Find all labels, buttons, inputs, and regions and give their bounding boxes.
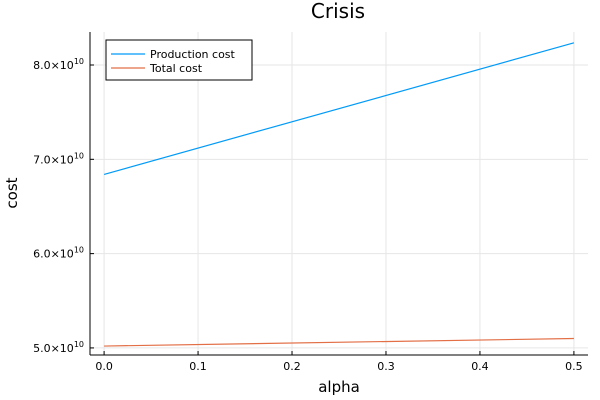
legend: Production cost Total cost <box>105 39 253 81</box>
x-tick-label: 0.2 <box>283 360 301 373</box>
legend-label-production-cost: Production cost <box>150 48 236 61</box>
x-ticks: 0.0 0.1 0.2 0.3 0.4 0.5 <box>95 351 583 373</box>
x-tick-label: 0.0 <box>95 360 113 373</box>
y-tick-label: 6.0×1010 <box>33 246 84 261</box>
grid-lines <box>90 32 588 355</box>
legend-box <box>105 39 253 81</box>
x-tick-label: 0.3 <box>377 360 395 373</box>
series-line-production-cost <box>103 42 575 175</box>
chart-title: Crisis <box>311 0 365 23</box>
y-tick-label: 7.0×1010 <box>33 151 84 166</box>
legend-label-total-cost: Total cost <box>149 62 203 75</box>
series-lines <box>103 42 575 347</box>
x-tick-label: 0.1 <box>189 360 207 373</box>
y-tick-label: 5.0×1010 <box>33 340 84 355</box>
y-tick-label: 8.0×1010 <box>33 57 84 72</box>
series-line-total-cost <box>104 337 574 347</box>
y-ticks: 5.0×1010 6.0×1010 7.0×1010 8.0×1010 <box>33 57 94 355</box>
x-axis-label: alpha <box>318 378 360 396</box>
x-tick-label: 0.5 <box>565 360 583 373</box>
x-tick-label: 0.4 <box>471 360 489 373</box>
y-axis-label: cost <box>3 177 21 208</box>
